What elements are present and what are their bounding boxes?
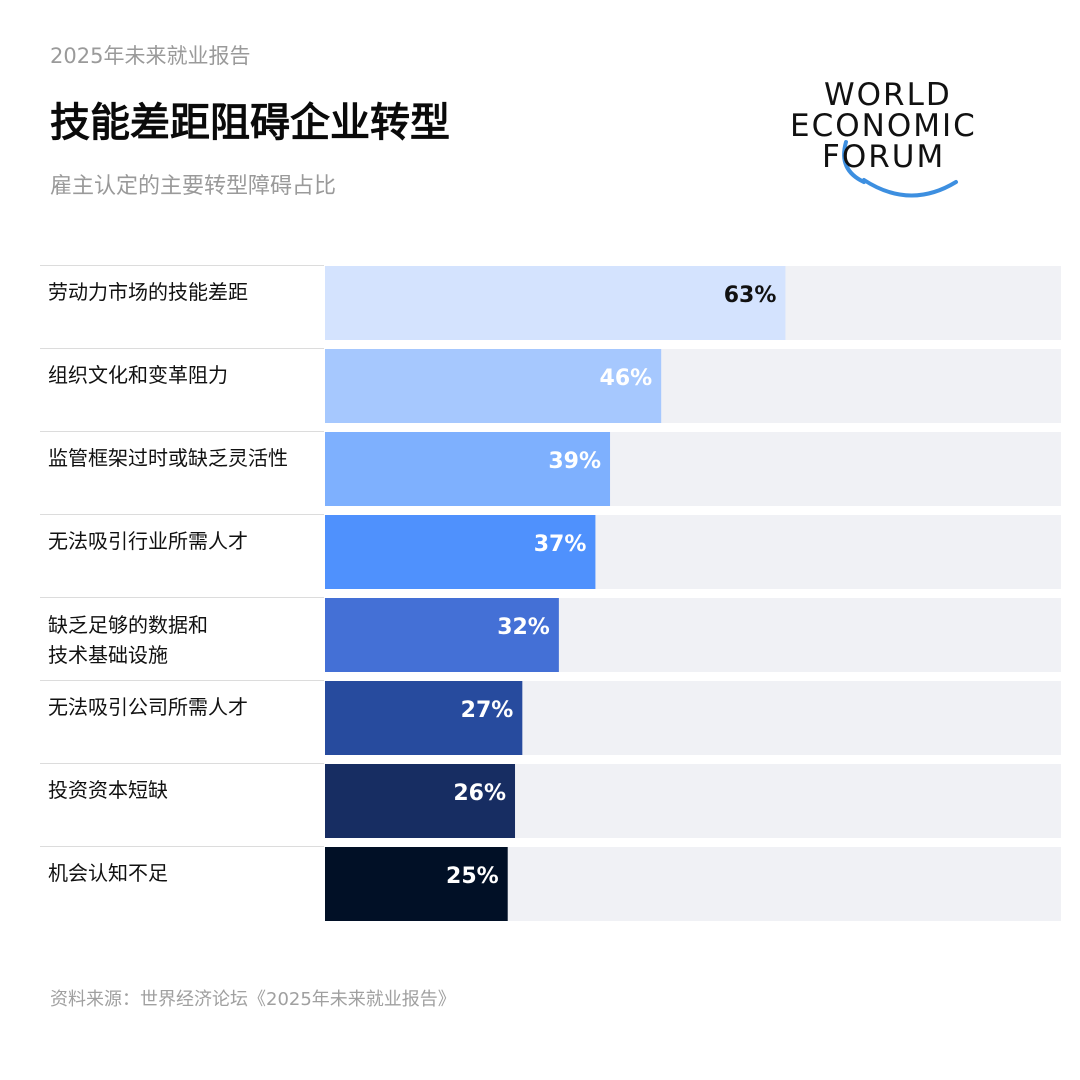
category-label: 缺乏足够的数据和 技术基础设施 (48, 613, 208, 667)
bar-value-label: 39% (548, 449, 601, 474)
page-title: 技能差距阻碍企业转型 (50, 100, 450, 146)
logo-line-2: ECONOMIC (790, 108, 977, 144)
bar (325, 515, 596, 589)
category-label: 投资资本短缺 (48, 778, 168, 802)
bar-value-label: 63% (724, 283, 777, 308)
row-divider (40, 348, 324, 349)
logo-arc (842, 140, 958, 198)
bar (325, 847, 508, 921)
bar-value-label: 37% (534, 532, 587, 557)
source-note: 资料来源：世界经济论坛《2025年未来就业报告》 (50, 989, 456, 1010)
row-divider (40, 680, 324, 681)
row-divider (40, 265, 324, 266)
category-label: 组织文化和变革阻力 (48, 363, 228, 387)
row-divider (40, 763, 324, 764)
row-divider (40, 846, 324, 847)
bar-value-label: 46% (600, 366, 653, 391)
wef-logo: WORLD ECONOMIC FORUM (780, 72, 1010, 207)
bar-value-label: 32% (497, 615, 550, 640)
bar (325, 349, 662, 423)
page-subtitle: 雇主认定的主要转型障碍占比 (50, 174, 337, 199)
category-label: 无法吸引公司所需人才 (48, 695, 248, 719)
bar (325, 266, 786, 340)
category-label: 无法吸引行业所需人才 (48, 529, 248, 553)
row-divider (40, 597, 324, 598)
bar-value-label: 27% (461, 698, 514, 723)
bar (325, 432, 611, 506)
logo-line-3: FORUM (822, 139, 946, 175)
bar (325, 681, 523, 755)
category-label: 机会认知不足 (48, 861, 168, 885)
logo-line-1: WORLD (824, 77, 952, 113)
bar-value-label: 25% (446, 864, 499, 889)
report-tag: 2025年未来就业报告 (50, 44, 251, 68)
row-divider (40, 514, 324, 515)
category-label: 劳动力市场的技能差距 (48, 280, 248, 304)
bar (325, 764, 516, 838)
category-label: 监管框架过时或缺乏灵活性 (48, 446, 288, 470)
bar-value-label: 26% (453, 781, 506, 806)
bar (325, 598, 559, 672)
row-divider (40, 431, 324, 432)
